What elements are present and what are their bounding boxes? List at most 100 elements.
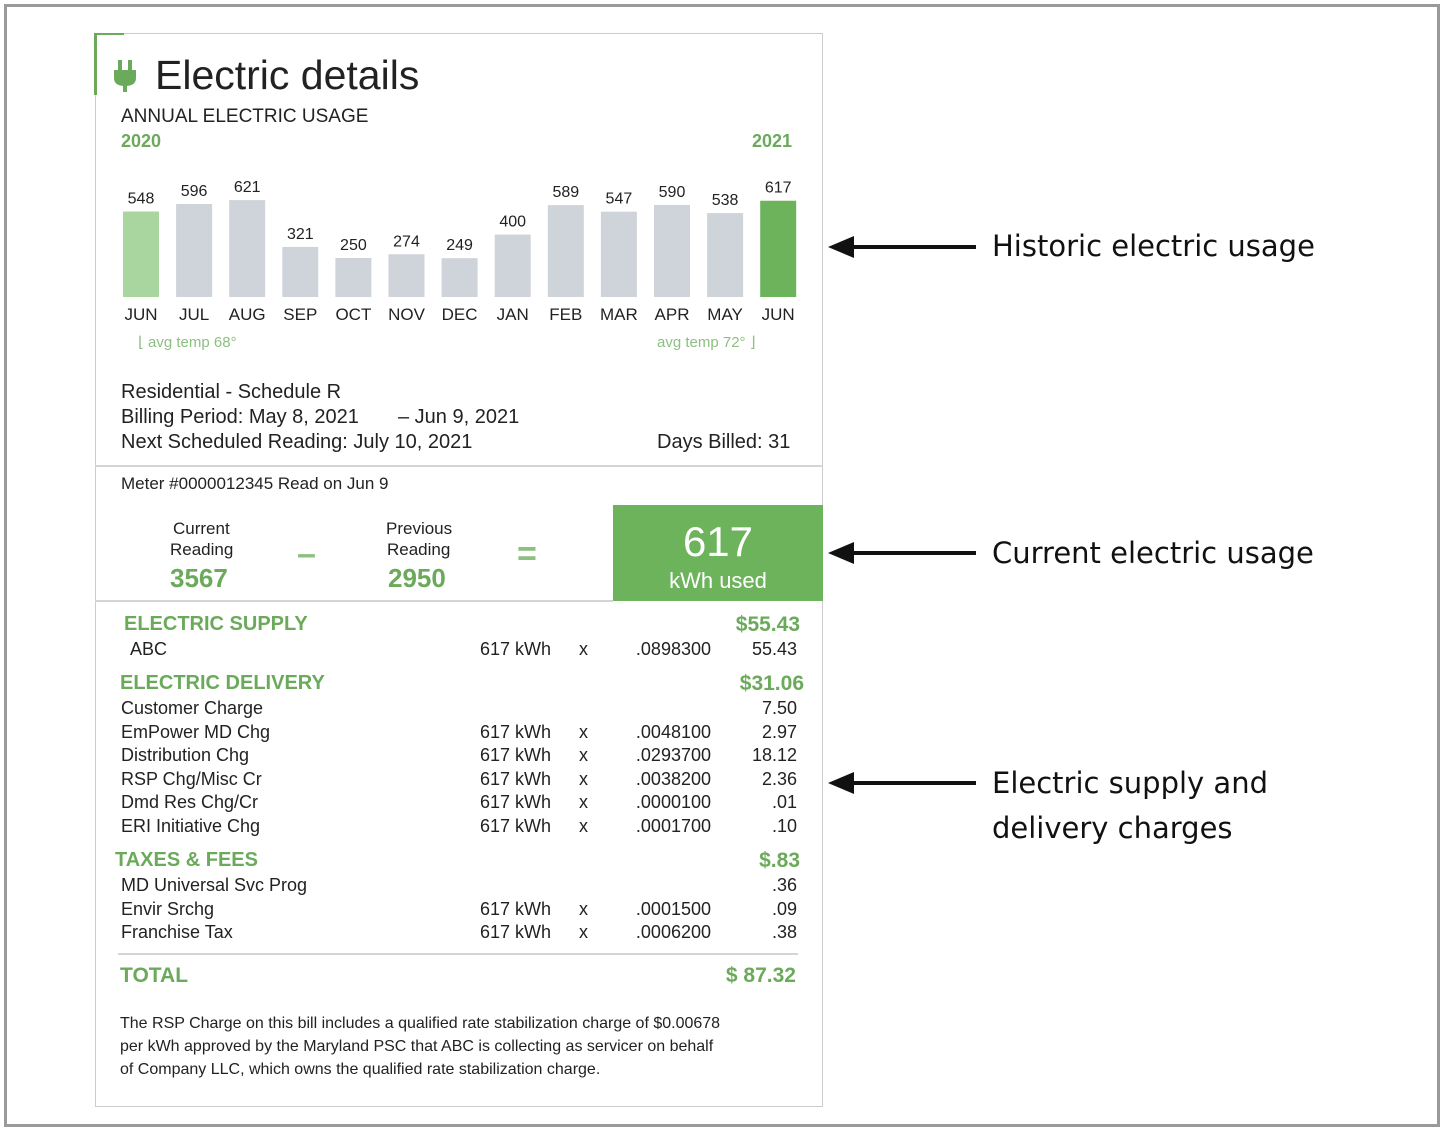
charge-x: x [579,922,588,942]
charge-amount: .01 [771,792,797,812]
charge-name: MD Universal Svc Prog [121,875,308,895]
charge-amount: .38 [771,922,797,942]
bar [176,204,213,297]
section-total: $31.06 [739,672,804,695]
bar [707,213,744,297]
charge-amount: .10 [771,815,797,836]
temp-end: avg temp 72° ⌋ [657,334,756,351]
bar [760,200,797,297]
next-reading: Next Scheduled Reading: July 10, 2021 [121,431,473,453]
previous-value: 2950 [388,563,446,593]
month-label: DEC [442,305,478,324]
section-heading: ELECTRIC DELIVERY [120,672,325,694]
charge-rate: .0293700 [635,745,711,765]
bar [229,200,266,297]
charge-x: x [579,721,588,742]
billing-period-end: – Jun 9, 2021 [398,406,520,428]
charge-kwh: 617 kWh [480,898,552,919]
title: Electric details [155,52,420,98]
bar-label: 400 [499,214,526,231]
charge-kwh: 617 kWh [480,815,552,836]
previous-label: Reading [387,540,451,559]
previous-label: Previous [386,519,453,538]
bar [388,254,425,297]
charge-name: EmPower MD Chg [121,721,271,742]
current-value: 3567 [170,563,228,593]
charge-rate: .0001500 [635,898,711,919]
total-label: TOTAL [120,964,189,987]
separator [95,465,823,467]
footnote-line: per kWh approved by the Maryland PSC tha… [120,1038,714,1055]
year-start: 2020 [121,131,162,151]
bar-label: 321 [287,226,314,243]
bar [282,246,319,297]
charge-amount: 55.43 [751,639,797,659]
charge-rate: .0898300 [635,639,711,659]
total-value: $ 87.32 [725,964,796,987]
charge-rate: .0038200 [635,768,711,789]
bar [123,211,159,297]
month-label: MAY [707,305,743,324]
accent-bar [94,33,124,35]
schedule: Residential - Schedule R [121,381,342,403]
bar-label: 538 [712,192,739,209]
charge-x: x [579,898,588,919]
charge-kwh: 617 kWh [480,639,552,659]
bar-label: 250 [340,237,367,254]
month-label: MAR [600,305,638,324]
accent-bar [94,33,97,95]
charge-name: Envir Srchg [121,898,215,919]
temp-start: ⌊ avg temp 68° [138,334,237,351]
bar-label: 274 [393,233,420,250]
charge-amount: 18.12 [751,745,797,765]
charge-name: RSP Chg/Misc Cr [121,768,262,789]
month-label: FEB [549,305,582,324]
charge-kwh: 617 kWh [480,792,552,812]
days-billed: Days Billed: 31 [657,431,791,453]
bar-label: 617 [765,180,792,197]
charge-name: Franchise Tax [121,922,233,942]
month-label: SEP [283,305,317,324]
month-label: NOV [388,305,426,324]
charge-x: x [579,745,588,765]
charge-rate: .0006200 [635,922,711,942]
usage-chart: 548 JUN 596 JUL 621 AUG 321 SEP 250 OCT 274 NOV 249 D… [123,179,797,324]
charge-rate: .0000100 [635,792,711,812]
bar [335,258,372,297]
bar-label: 548 [128,191,155,208]
equals: = [517,535,537,573]
charge-kwh: 617 kWh [480,768,552,789]
month-label: AUG [229,305,266,324]
plug-icon [114,60,136,92]
charge-name: Dmd Res Chg/Cr [121,792,259,812]
section-heading: ELECTRIC SUPPLY [124,613,308,635]
section-total: $55.43 [735,613,800,636]
annotation: Electric supply and [992,766,1268,800]
chart-heading: ANNUAL ELECTRIC USAGE [121,106,369,127]
month-label: APR [655,305,690,324]
current-label: Reading [170,540,234,559]
bar-label: 589 [552,184,579,201]
charge-amount: 7.50 [761,698,797,718]
charge-amount: .36 [771,875,797,895]
charge-amount: 2.36 [761,768,797,789]
charge-amount: .09 [771,898,797,919]
bar [494,234,531,297]
charge-kwh: 617 kWh [480,922,552,942]
used-box [613,505,823,601]
temp-start-text: avg temp 68° [148,334,237,351]
bar-label: 590 [659,184,686,201]
footnote-line: The RSP Charge on this bill includes a q… [120,1015,721,1032]
charge-x: x [579,815,588,836]
section-heading: TAXES & FEES [115,849,258,871]
charge-rate: .0001700 [635,815,711,836]
annotation: Current electric usage [992,536,1314,570]
used-value: 617 [682,518,754,565]
meter-label: Meter #0000012345 Read on Jun 9 [121,474,389,493]
month-label: JUL [179,305,209,324]
charge-name: ABC [130,639,168,659]
annotation: delivery charges [992,811,1233,845]
charge-kwh: 617 kWh [480,745,552,765]
charge-x: x [579,639,588,659]
